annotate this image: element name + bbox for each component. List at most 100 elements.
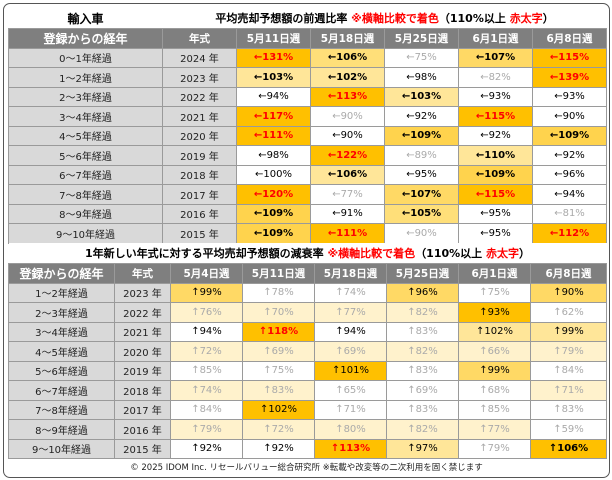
ratio-cell: ←131% (236, 47, 311, 68)
row-year-label: 2023 年 (114, 282, 171, 303)
decay-cell: ↑77% (314, 302, 387, 323)
ratio-cell: ←91% (310, 203, 385, 224)
row-age-label: 2～3年経過 (8, 86, 163, 107)
decay-cell: ↑90% (530, 282, 607, 303)
ratio-cell: ←109% (384, 125, 459, 146)
ratio-cell: ←110% (458, 145, 533, 166)
table-row: 2～3年経過 2022 年 ↑76% ↑70% ↑77% ↑82% ↑93% ↑62% (8, 302, 607, 323)
table-row: 5～6年経過 2019 年 ↑85% ↑75% ↑101% ↑83% ↑99% ↑84% (8, 360, 607, 381)
ratio-cell: ←117% (236, 106, 311, 127)
table2-title: 1年新しい年式に対する平均売却予想額の減衰率 ※横軸比較で着色（110%以上 赤… (8, 243, 607, 264)
decay-cell: ↑83% (386, 360, 459, 381)
decay-cell: ↑101% (314, 360, 387, 381)
decay-cell: ↑79% (530, 341, 607, 362)
row-year-label: 2020 年 (162, 125, 237, 146)
table-row: 5～6年経過 2019 年 ←98% ←122% ←89% ←110% ←92% (8, 145, 608, 166)
table2-week-header: 6月8日週 (530, 263, 607, 284)
table-row: 3～4年経過 2021 年 ↑94% ↑118% ↑94% ↑83% ↑102% ↑99% (8, 321, 607, 342)
decay-cell: ↑76% (170, 302, 243, 323)
decay-cell: ↑85% (170, 360, 243, 381)
table-row: 2～3年経過 2022 年 ←94% ←113% ←103% ←93% ←93% (8, 86, 608, 107)
decay-cell: ↑70% (242, 302, 315, 323)
ratio-cell: ←111% (236, 125, 311, 146)
ratio-cell: ←81% (531, 203, 608, 224)
decay-cell: ↑83% (386, 399, 459, 420)
row-age-label: 3～4年経過 (8, 321, 115, 342)
row-age-label: 4～5年経過 (8, 125, 163, 146)
ratio-cell: ←107% (384, 184, 459, 205)
ratio-cell: ←77% (310, 184, 385, 205)
ratio-cell: ←100% (236, 164, 311, 185)
table2-title-paren-open: （110%以上 (415, 247, 486, 260)
ratio-cell: ←93% (531, 86, 608, 107)
table-row: 6～7年経過 2018 年 ↑74% ↑83% ↑65% ↑69% ↑68% ↑71% (8, 380, 607, 401)
ratio-cell: ←109% (236, 223, 311, 244)
weekly-ratio-table: 輸入車 平均売却予想額の前週比率 ※横軸比較で着色（110%以上 赤太字） 登録… (8, 8, 608, 244)
ratio-cell: ←98% (236, 145, 311, 166)
decay-cell: ↑99% (170, 282, 243, 303)
ratio-cell: ←94% (531, 184, 608, 205)
table2-week-header: 5月4日週 (170, 263, 243, 284)
table-row: 6～7年経過 2018 年 ←100% ←106% ←95% ←109% ←96% (8, 164, 608, 185)
table2-title-row: 1年新しい年式に対する平均売却予想額の減衰率 ※横軸比較で着色（110%以上 赤… (8, 243, 607, 264)
table1-header-row: 登録からの経年 年式 5月11日週 5月18日週 5月25日週 6月1日週 6月… (8, 28, 608, 49)
row-age-label: 4～5年経過 (8, 341, 115, 362)
ratio-cell: ←112% (531, 223, 608, 244)
ratio-cell: ←115% (458, 184, 533, 205)
table2-title-red-label: 赤太字 (486, 247, 519, 260)
ratio-cell: ←90% (531, 106, 608, 127)
decay-cell: ↑106% (530, 438, 607, 459)
table1-title-note: ※横軸比較で着色 (351, 12, 439, 25)
ratio-cell: ←105% (384, 203, 459, 224)
decay-cell: ↑99% (530, 321, 607, 342)
decay-cell: ↑65% (314, 380, 387, 401)
decay-cell: ↑113% (314, 438, 387, 459)
table-row: 9～10年経過 2015 年 ←109% ←111% ←90% ←95% ←112% (8, 223, 608, 244)
decay-cell: ↑69% (314, 341, 387, 362)
row-year-label: 2020 年 (114, 341, 171, 362)
decay-cell: ↑78% (242, 282, 315, 303)
table1-title-paren-open: （110%以上 (438, 12, 510, 25)
decay-cell: ↑94% (314, 321, 387, 342)
ratio-cell: ←106% (310, 47, 385, 68)
table-row: 4～5年経過 2020 年 ←111% ←90% ←109% ←92% ←109% (8, 125, 608, 146)
ratio-cell: ←122% (310, 145, 385, 166)
decay-cell: ↑102% (242, 399, 315, 420)
row-year-label: 2015 年 (114, 438, 171, 459)
decay-cell: ↑72% (242, 419, 315, 440)
table-row: 4～5年経過 2020 年 ↑72% ↑69% ↑69% ↑82% ↑66% ↑79% (8, 341, 607, 362)
row-year-label: 2018 年 (114, 380, 171, 401)
row-age-label: 5～6年経過 (8, 360, 115, 381)
table2-title-note: ※横軸比較で着色 (327, 247, 416, 260)
ratio-cell: ←90% (310, 125, 385, 146)
ratio-cell: ←111% (310, 223, 385, 244)
decay-cell: ↑69% (386, 380, 459, 401)
decay-cell: ↑83% (242, 380, 315, 401)
row-age-label: 9～10年経過 (8, 438, 115, 459)
table-row: 7～8年経過 2017 年 ←120% ←77% ←107% ←115% ←94% (8, 184, 608, 205)
ratio-cell: ←102% (310, 67, 385, 88)
row-year-label: 2017 年 (162, 184, 237, 205)
table-row: 3～4年経過 2021 年 ←117% ←90% ←92% ←115% ←90% (8, 106, 608, 127)
ratio-cell: ←90% (310, 106, 385, 127)
decay-cell: ↑84% (530, 360, 607, 381)
ratio-cell: ←103% (236, 67, 311, 88)
table1-week-header: 5月25日週 (384, 28, 459, 49)
table2-title-paren-close: ） (519, 247, 530, 260)
decay-cell: ↑66% (458, 341, 531, 362)
decay-cell: ↑102% (458, 321, 531, 342)
decay-cell: ↑99% (458, 360, 531, 381)
decay-cell: ↑118% (242, 321, 315, 342)
ratio-cell: ←94% (236, 86, 311, 107)
decay-cell: ↑69% (242, 341, 315, 362)
decay-cell: ↑85% (458, 399, 531, 420)
ratio-cell: ←115% (531, 47, 608, 68)
row-year-label: 2017 年 (114, 399, 171, 420)
ratio-cell: ←75% (384, 47, 459, 68)
ratio-cell: ←92% (458, 125, 533, 146)
decay-cell: ↑92% (242, 438, 315, 459)
ratio-cell: ←120% (236, 184, 311, 205)
decay-cell: ↑79% (458, 438, 531, 459)
row-age-label: 8～9年経過 (8, 419, 115, 440)
row-age-label: 8～9年経過 (8, 203, 163, 224)
